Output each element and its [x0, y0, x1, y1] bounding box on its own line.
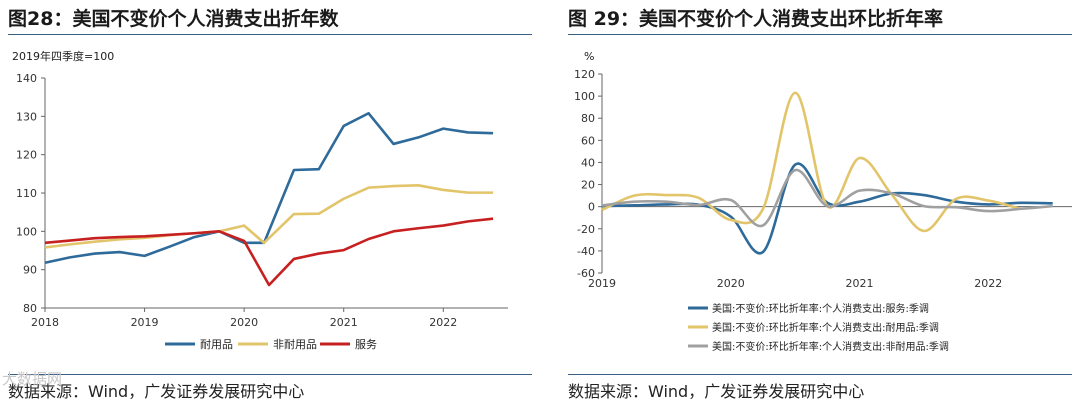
left-series-line-2 [44, 184, 494, 249]
right-y-tick-label: -60 [577, 267, 595, 280]
left-y-tick-label: 120 [16, 149, 37, 162]
right-series-line-1 [601, 162, 1053, 255]
right-panel: 图 29：美国不变价个人消费支出环比折年率 % -60 -40 -20 0 20 40 60 8… [560, 0, 1080, 403]
left-x-tick-label: 2019 [131, 316, 159, 329]
left-y-tick-label: 100 [16, 225, 37, 238]
right-y-tick-label: -40 [577, 245, 595, 258]
left-panel: 图28：美国不变价个人消费支出折年数 2019年四季度=100 80 90 100 11… [8, 8, 532, 401]
right-chart: % -60 -40 -20 0 20 40 60 80 100 120 2019 2020 2021 202… [574, 50, 1072, 353]
right-source-rule [568, 374, 1072, 375]
right-y-tick-label: 40 [581, 156, 595, 169]
right-series-line-2 [601, 91, 1021, 233]
left-y-tick-label: 80 [23, 302, 37, 315]
right-x-tick-label: 2019 [588, 277, 616, 290]
right-legend-label: 美国:不变价:环比折年率:个人消费支出:服务:季调 [712, 302, 929, 315]
right-figure-title: 图 29：美国不变价个人消费支出环比折年率 [568, 8, 944, 30]
left-title-rule [8, 34, 532, 35]
left-source: 数据来源：Wind，广发证券发展研究中心 [8, 382, 305, 401]
right-y-tick-label: 0 [588, 201, 595, 214]
right-y-tick-label: 60 [581, 134, 595, 147]
right-x-tick-label: 2022 [974, 277, 1002, 290]
right-legend-label: 美国:不变价:环比折年率:个人消费支出:非耐用品:季调 [712, 340, 949, 353]
right-x-tick-label: 2021 [846, 277, 874, 290]
left-series-line-3 [44, 217, 494, 287]
right-legend-label: 美国:不变价:环比折年率:个人消费支出:耐用品:季调 [712, 321, 939, 334]
right-unit-label: % [584, 50, 594, 63]
left-legend-label: 非耐用品 [273, 338, 317, 351]
left-unit-label: 2019年四季度=100 [12, 49, 114, 63]
left-y-tick-label: 110 [16, 187, 37, 200]
right-series-line-3 [601, 168, 1053, 228]
watermark: 大数据网 [2, 370, 63, 388]
right-y-tick-label: 80 [581, 112, 595, 125]
right-y-tick-label: 100 [574, 90, 595, 103]
left-x-tick-label: 2020 [230, 316, 258, 329]
right-title-rule [568, 34, 1072, 35]
left-legend-label: 服务 [355, 338, 377, 351]
right-source: 数据来源：Wind，广发证券发展研究中心 [568, 382, 865, 401]
left-y-tick-label: 130 [16, 110, 37, 123]
left-legend-label: 耐用品 [200, 338, 233, 351]
left-x-tick-label: 2021 [330, 316, 358, 329]
right-x-tick-label: 2020 [717, 277, 745, 290]
left-figure-title: 图28：美国不变价个人消费支出折年数 [8, 8, 339, 30]
right-y-tick-label: -20 [577, 223, 595, 236]
left-x-tick-label: 2022 [429, 316, 457, 329]
right-y-tick-label: 120 [574, 68, 595, 81]
left-source-rule [8, 374, 532, 375]
right-y-tick-label: 20 [581, 179, 595, 192]
left-y-tick-label: 140 [16, 72, 37, 85]
left-x-tick-label: 2018 [31, 316, 59, 329]
left-chart: 2019年四季度=100 80 90 100 110 120 130 140 2018 2019 2… [12, 49, 508, 351]
left-y-tick-label: 90 [23, 264, 37, 277]
